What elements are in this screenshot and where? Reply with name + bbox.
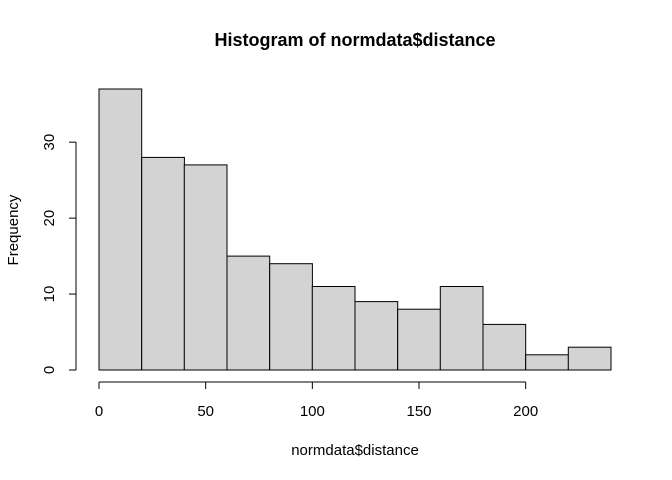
x-tick-label-3: 150: [406, 403, 431, 420]
histogram-bar-3: [226, 255, 271, 371]
y-tick-label-3: 30: [41, 134, 58, 151]
x-tick-label-0: 0: [95, 403, 103, 420]
y-axis: 0 10 20 30: [41, 134, 77, 374]
chart-title: Histogram of normdata$distance: [214, 30, 495, 50]
x-tick-label-4: 200: [513, 403, 538, 420]
histogram-bar-6: [354, 301, 399, 371]
y-tick-label-2: 20: [41, 210, 58, 227]
histogram-bar-0: [98, 88, 143, 371]
histogram-bar-8: [439, 286, 484, 371]
histogram-bar-7: [397, 308, 441, 371]
histogram-bar-2: [183, 164, 228, 371]
x-axis: 0 50 100 150 200: [95, 381, 538, 420]
bars-group: [98, 88, 612, 371]
histogram-bar-11: [567, 346, 612, 371]
histogram-bar-4: [269, 263, 313, 371]
x-tick-label-2: 100: [300, 403, 325, 420]
y-tick-label-0: 0: [41, 366, 58, 374]
histogram-bar-1: [141, 156, 185, 371]
histogram-bar-5: [311, 286, 356, 371]
y-tick-label-1: 10: [41, 286, 58, 303]
x-tick-label-1: 50: [197, 403, 214, 420]
y-axis-label: Frequency: [5, 194, 22, 265]
histogram-bar-10: [525, 354, 569, 371]
x-axis-label: normdata$distance: [291, 442, 419, 459]
histogram-bar-9: [482, 323, 527, 371]
